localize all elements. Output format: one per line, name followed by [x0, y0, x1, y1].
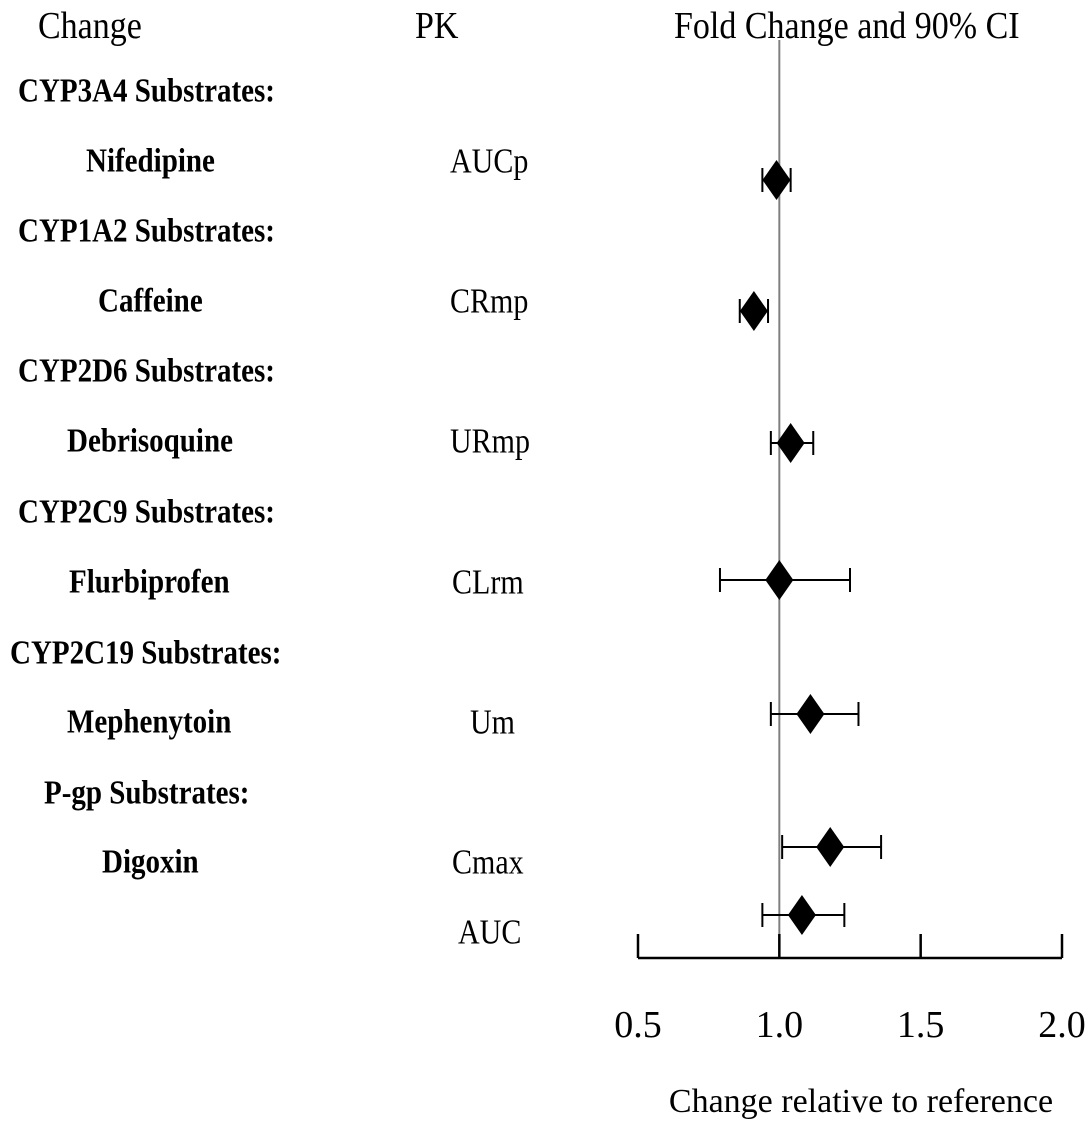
estimate-diamond-nifedipine-aucp	[762, 160, 791, 200]
estimate-diamond-digoxin-auc	[787, 895, 816, 935]
drug-label-debrisoquine: Debrisoquine	[67, 422, 233, 460]
estimate-diamond-caffeine-crmp	[739, 291, 768, 331]
group-label-cyp2c19: CYP2C19 Substrates:	[10, 634, 282, 672]
ci-row-digoxin-cmax	[781, 827, 883, 867]
pk-label-debrisoquine-urmp: URmp	[450, 422, 531, 461]
ci-row-nifedipine-aucp	[761, 160, 792, 200]
pk-label-digoxin-auc: AUC	[458, 913, 522, 952]
ci-row-mephenytoin-um	[769, 694, 860, 734]
group-label-pgp: P-gp Substrates:	[44, 774, 250, 812]
pk-label-nifedipine-aucp: AUCp	[450, 142, 529, 181]
estimate-diamond-mephenytoin-um	[796, 694, 825, 734]
ci-row-digoxin-auc	[761, 895, 846, 935]
pk-label-mephenytoin-um: Um	[470, 703, 515, 742]
header-fold-change: Fold Change and 90% CI	[674, 5, 1020, 48]
drug-label-caffeine: Caffeine	[98, 282, 203, 320]
drug-label-flurbiprofen: Flurbiprofen	[69, 563, 230, 601]
pk-label-flurbiprofen-clrm: CLrm	[452, 563, 524, 602]
pk-label-digoxin-cmax: Cmax	[452, 843, 524, 882]
x-tick-label-1.5: 1.5	[897, 1004, 945, 1046]
x-axis-label: Change relative to reference	[669, 1083, 1053, 1120]
ci-row-debrisoquine-urmp	[769, 423, 815, 463]
drug-label-nifedipine: Nifedipine	[86, 142, 215, 180]
estimate-diamond-flurbiprofen-clrm	[765, 560, 794, 600]
header-pk: PK	[415, 5, 459, 48]
x-tick-label-0.5: 0.5	[614, 1004, 662, 1046]
group-label-cyp2c9: CYP2C9 Substrates:	[18, 493, 275, 531]
pk-label-caffeine-crmp: CRmp	[450, 282, 529, 321]
estimate-diamond-debrisoquine-urmp	[776, 423, 805, 463]
estimate-diamond-digoxin-cmax	[816, 827, 845, 867]
drug-label-digoxin: Digoxin	[102, 843, 199, 881]
x-tick-label-2.0: 2.0	[1038, 1004, 1086, 1046]
ci-row-flurbiprofen-clrm	[718, 560, 851, 600]
x-tick-label-1.0: 1.0	[756, 1004, 804, 1046]
group-label-cyp2d6: CYP2D6 Substrates:	[18, 352, 275, 390]
ci-row-caffeine-crmp	[738, 291, 770, 331]
group-label-cyp1a2: CYP1A2 Substrates:	[18, 212, 275, 250]
drug-label-mephenytoin: Mephenytoin	[67, 703, 232, 741]
group-label-cyp3a4: CYP3A4 Substrates:	[18, 72, 275, 110]
header-change: Change	[38, 5, 142, 48]
